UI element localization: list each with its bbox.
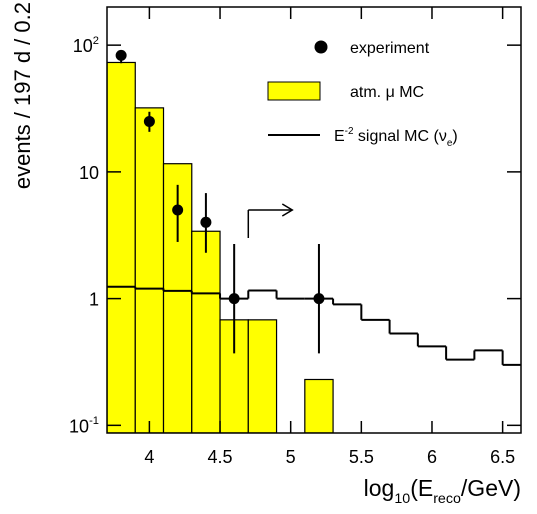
text-part: 10 [69, 416, 89, 436]
text-part: 2 [93, 35, 99, 47]
y-tick-label: 10 [79, 163, 99, 183]
legend-marker [314, 40, 328, 54]
text-part: 10 [394, 491, 410, 507]
legend-marker [267, 81, 321, 101]
text-part: ) [452, 128, 457, 145]
x-tick-label: 4 [144, 447, 154, 467]
legend-label: atm. μ MC [350, 84, 424, 101]
histogram-bar [247, 319, 278, 433]
legend-label: E-2 signal MC (νe) [334, 126, 458, 149]
frame [106, 6, 522, 434]
data-point [228, 293, 240, 305]
x-tick-label: 6 [427, 447, 437, 467]
y-axis-label: events / 197 d / 0.2 [10, 2, 35, 189]
text-part: E [334, 128, 345, 145]
x-tick-label: 4.5 [208, 447, 233, 467]
text-part: experiment [350, 40, 430, 57]
baseline-reset: (E [410, 475, 433, 501]
text-part: 10 [73, 36, 93, 56]
x-tick-label: 5 [286, 447, 296, 467]
plot-area [107, 49, 521, 433]
histogram-bar [191, 230, 221, 433]
histogram-bar [304, 378, 334, 433]
baseline-reset: signal MC (ν [353, 128, 446, 145]
x-tick-label: 5.5 [349, 447, 374, 467]
baseline-reset: /GeV) [461, 475, 521, 501]
text-part: log [364, 475, 395, 501]
text-part: signal MC (ν [353, 128, 446, 145]
text-part: -2 [345, 126, 354, 137]
histogram-bar [134, 107, 165, 433]
y-tick-label: 102 [73, 35, 99, 56]
data-point [172, 204, 184, 216]
legend-label: experiment [350, 40, 430, 57]
x-axis-label: log10(Ereco/GeV) [364, 475, 521, 507]
histogram-bar [107, 61, 136, 433]
text-part: e [447, 138, 453, 149]
text-part: reco [433, 491, 461, 507]
data-point [313, 293, 325, 305]
y-tick-label: 10-1 [69, 415, 99, 436]
cut-arrowhead [281, 203, 294, 217]
text-part: /GeV) [461, 475, 521, 501]
text-part: atm. μ MC [350, 84, 424, 101]
x-tick-label: 6.5 [490, 447, 515, 467]
data-point [200, 216, 212, 228]
baseline-reset: ) [452, 128, 457, 145]
data-point [115, 49, 127, 61]
text-part: -1 [89, 415, 99, 427]
text-part: (E [410, 475, 433, 501]
data-point [143, 115, 155, 127]
y-tick-label: 1 [89, 290, 99, 310]
